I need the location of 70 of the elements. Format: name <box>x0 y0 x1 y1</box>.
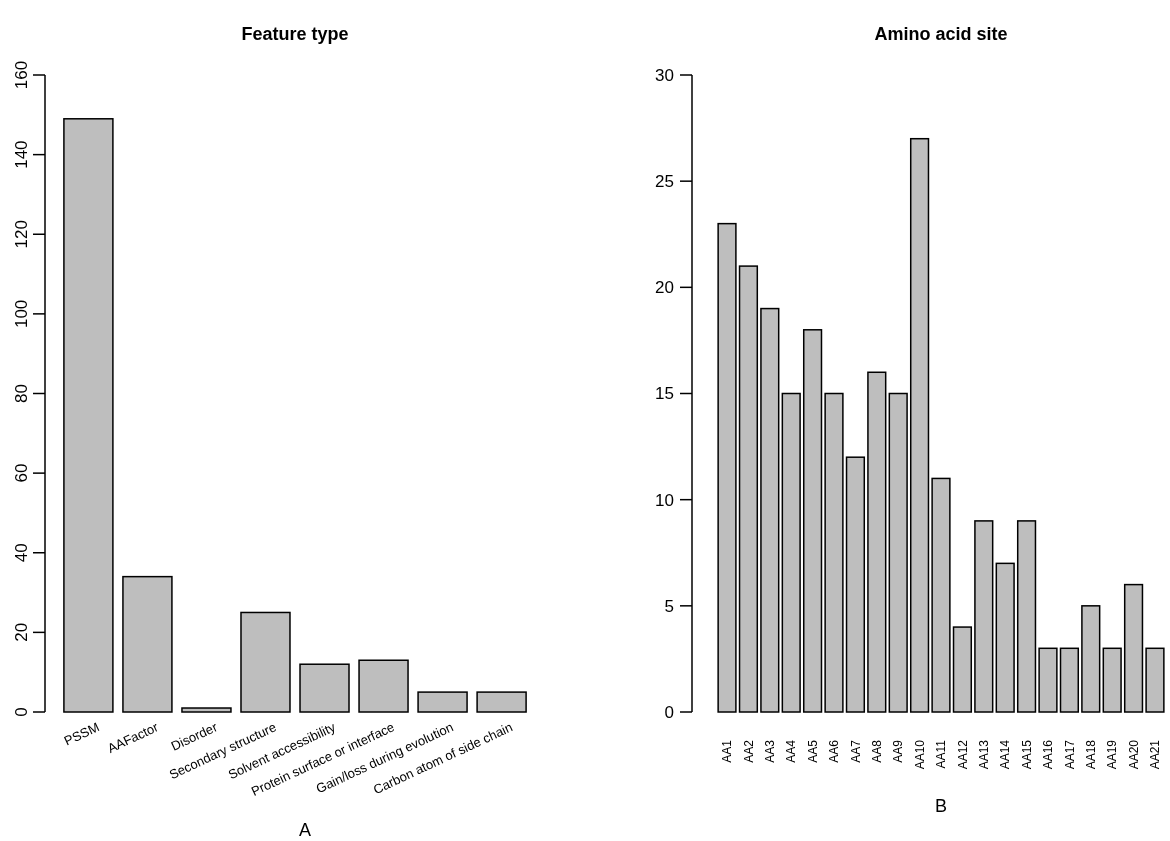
x-tick-label: AA8 <box>870 739 885 763</box>
x-tick-label: AA17 <box>1062 739 1077 770</box>
y-tick-label: 160 <box>12 60 31 90</box>
x-tick-label: AA10 <box>912 739 927 770</box>
bar <box>299 663 350 713</box>
y-tick-label: 20 <box>12 622 31 642</box>
y-tick-label: 80 <box>12 384 31 403</box>
x-tick-label: AA1 <box>720 739 735 763</box>
x-tick-label: AA12 <box>955 739 970 770</box>
bar <box>995 562 1015 713</box>
bar <box>122 575 173 713</box>
bar <box>867 371 887 713</box>
x-tick-label: AA21 <box>1148 739 1163 770</box>
bar <box>974 520 994 713</box>
x-axis-title: A <box>298 820 312 840</box>
x-tick-label: AA7 <box>848 739 863 763</box>
chart-title: Amino acid site <box>874 24 1008 44</box>
bar <box>738 265 759 713</box>
y-tick-label: 0 <box>664 702 674 722</box>
x-axis-title: B <box>934 796 948 816</box>
bar <box>717 222 737 713</box>
bar <box>824 392 844 713</box>
bar <box>909 137 930 713</box>
bar <box>240 611 291 713</box>
bar <box>760 307 780 713</box>
x-tick-label: AA11 <box>934 739 949 769</box>
x-tick-label: AA18 <box>1083 739 1098 770</box>
bar <box>358 659 409 713</box>
bar <box>931 477 951 713</box>
bar <box>1145 647 1165 713</box>
y-tick-label: 140 <box>12 140 31 169</box>
x-tick-label: AA4 <box>784 739 799 763</box>
bar <box>952 626 973 713</box>
y-tick-label: 60 <box>12 463 31 483</box>
x-tick-label: AA3 <box>763 739 778 763</box>
bar <box>476 691 527 713</box>
x-tick-label: AA14 <box>998 739 1013 770</box>
y-tick-label: 100 <box>12 299 31 329</box>
bar <box>781 392 801 713</box>
bar <box>802 329 823 713</box>
bar <box>1016 520 1037 713</box>
bar <box>1059 647 1080 713</box>
y-tick-label: 10 <box>655 490 674 510</box>
bar <box>1081 605 1101 713</box>
x-tick-label: AA16 <box>1041 739 1056 770</box>
y-tick-label: 5 <box>664 596 674 616</box>
chart-title: Feature type <box>241 24 349 44</box>
y-tick-label: 30 <box>655 65 674 85</box>
bar <box>845 456 866 713</box>
y-tick-label: 15 <box>655 384 674 404</box>
x-tick-label: AA13 <box>977 739 991 770</box>
y-tick-label: 25 <box>655 172 674 192</box>
bar <box>417 691 468 713</box>
bar <box>1038 647 1058 713</box>
x-tick-label: AA6 <box>827 739 842 763</box>
bar <box>1123 583 1144 713</box>
x-tick-label: AA19 <box>1105 739 1120 770</box>
bar <box>181 707 232 713</box>
x-tick-label: AA2 <box>741 739 756 763</box>
bar <box>888 392 908 713</box>
y-tick-label: 40 <box>12 543 31 563</box>
y-tick-label: 0 <box>12 707 31 717</box>
bar <box>63 118 114 713</box>
x-tick-label: AA5 <box>805 739 820 763</box>
x-tick-label: AA20 <box>1126 739 1141 770</box>
x-tick-label: AA9 <box>891 739 906 763</box>
y-tick-label: 120 <box>12 220 31 249</box>
x-tick-label: AA15 <box>1019 739 1034 770</box>
bar <box>1102 647 1122 713</box>
y-tick-label: 20 <box>655 278 674 298</box>
